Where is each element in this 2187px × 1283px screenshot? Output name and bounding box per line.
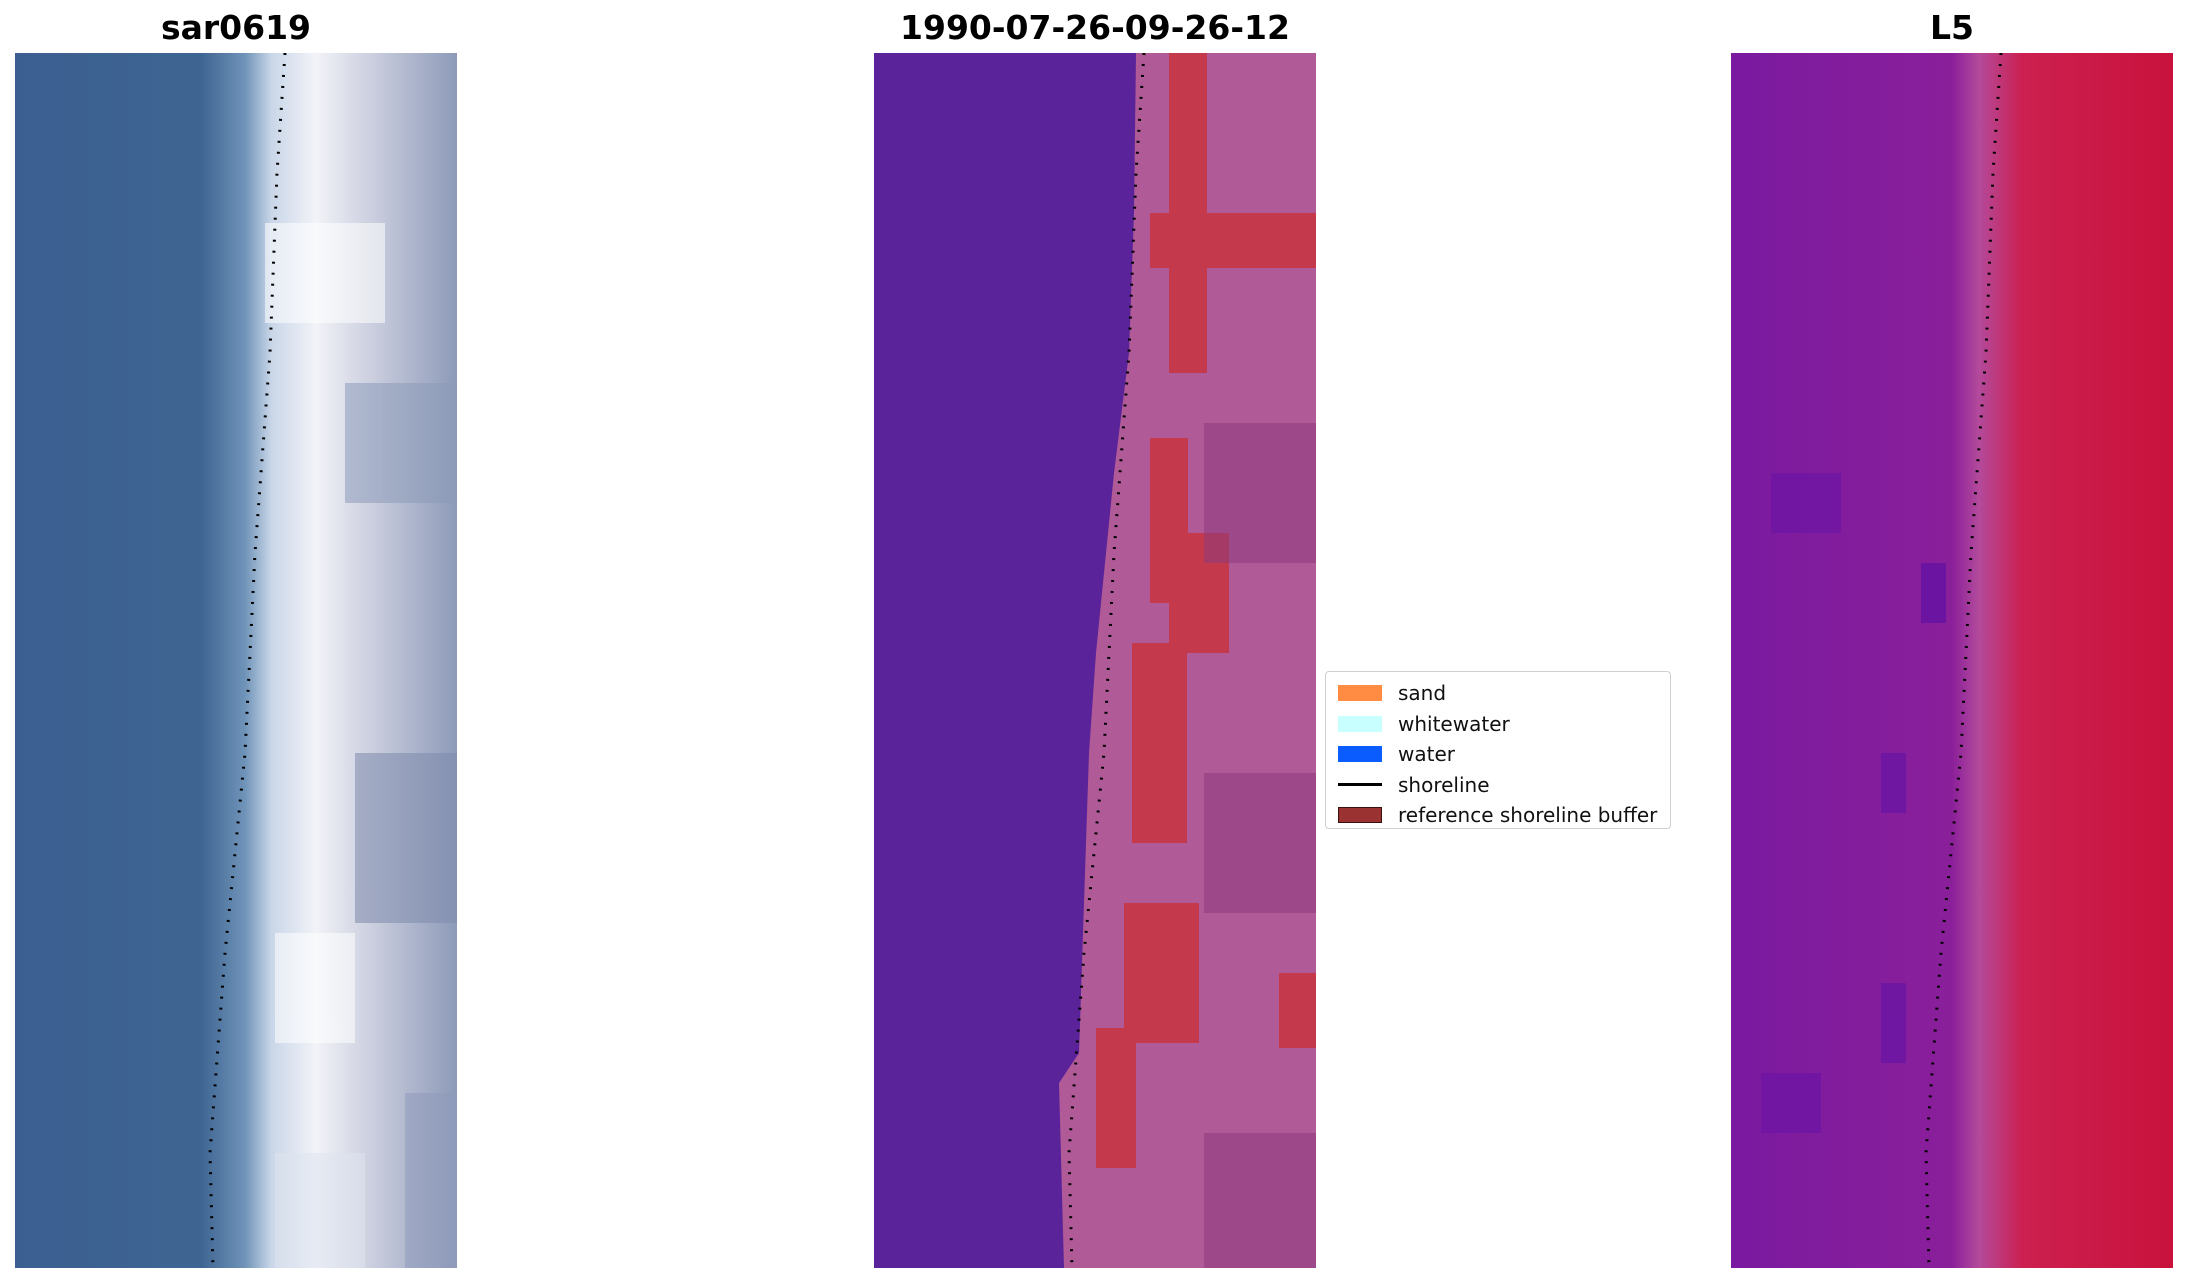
shoreline-swatch xyxy=(1338,783,1382,787)
panel-title-classified: 1990-07-26-09-26-12 xyxy=(900,8,1290,47)
class-beach-area xyxy=(1059,53,1316,1268)
index-background xyxy=(1731,53,2173,1268)
legend-item-shoreline: shoreline xyxy=(1338,770,1658,801)
legend-label: reference shoreline buffer xyxy=(1398,803,1658,828)
index-image-panel xyxy=(1731,53,2173,1268)
legend-label: whitewater xyxy=(1398,711,1510,736)
index-texture xyxy=(1761,473,1946,1133)
legend-label: water xyxy=(1398,742,1455,767)
legend-item-water: water xyxy=(1338,739,1658,770)
rgb-image-panel xyxy=(15,53,457,1268)
legend: sand whitewater water shoreline referenc… xyxy=(1325,671,1671,829)
panel-title-index: L5 xyxy=(1930,8,1974,47)
buffer-blocks xyxy=(1096,53,1316,1168)
whitewater-swatch xyxy=(1338,715,1382,732)
sand-swatch xyxy=(1338,685,1382,702)
classified-image-panel xyxy=(874,53,1316,1268)
dark-beach-patches xyxy=(1204,423,1316,1268)
buffer-swatch xyxy=(1338,807,1382,824)
rgb-background xyxy=(15,53,457,1268)
water-swatch xyxy=(1338,746,1382,763)
rgb-texture xyxy=(265,223,457,1268)
legend-item-whitewater: whitewater xyxy=(1338,709,1658,740)
legend-item-sand: sand xyxy=(1338,678,1658,709)
panel-title-rgb: sar0619 xyxy=(160,8,312,47)
legend-item-buffer: reference shoreline buffer xyxy=(1338,800,1658,831)
legend-label: shoreline xyxy=(1398,772,1490,797)
legend-label: sand xyxy=(1398,681,1447,706)
